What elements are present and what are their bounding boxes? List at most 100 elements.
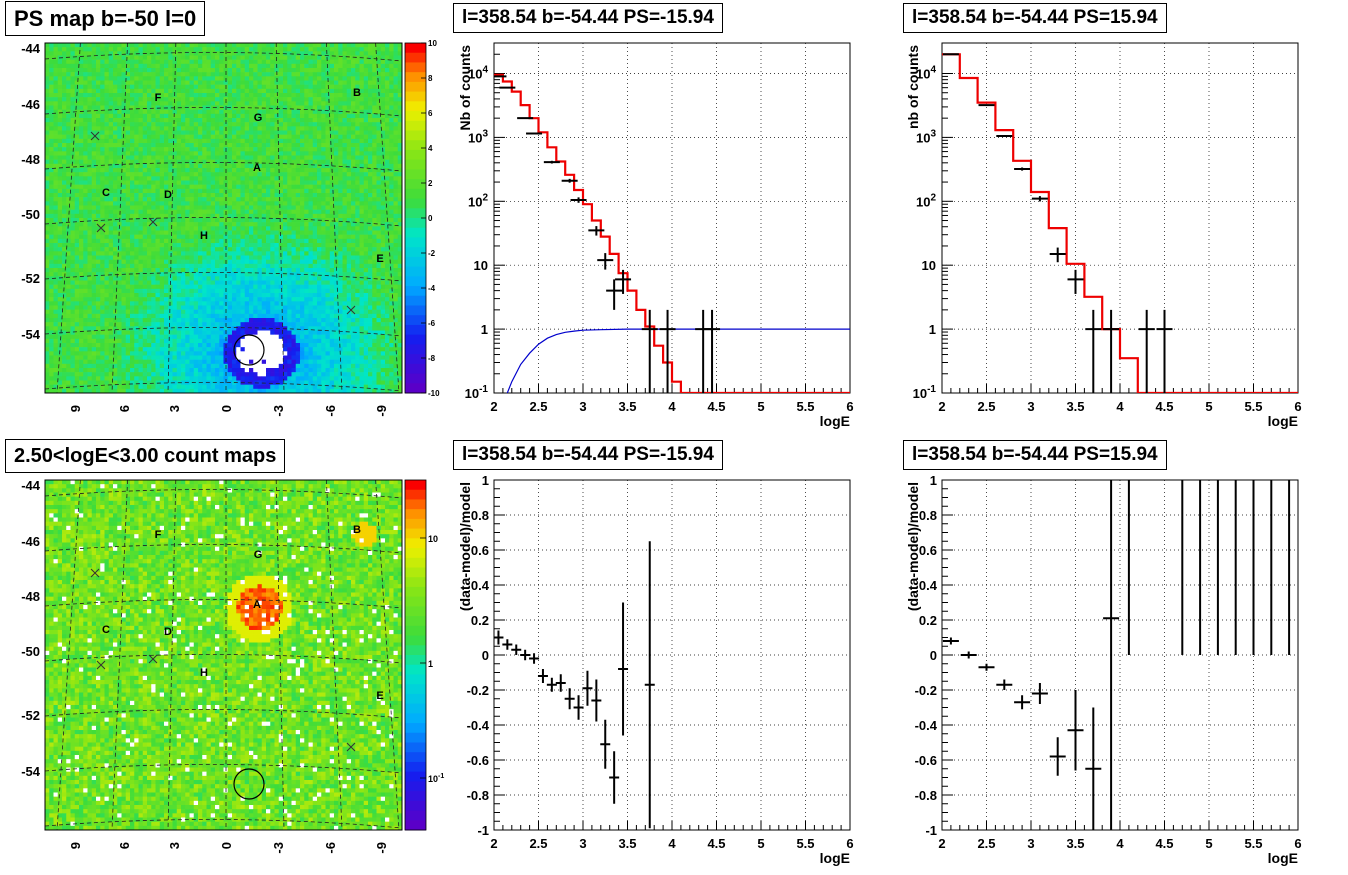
map-pixel	[121, 105, 127, 110]
map-pixel	[291, 47, 297, 52]
map-pixel	[125, 101, 131, 106]
map-pixel	[62, 172, 67, 177]
map-pixel	[389, 72, 394, 77]
map-pixel	[397, 268, 403, 273]
map-pixel	[249, 118, 254, 123]
map-pixel	[351, 97, 356, 102]
map-pixel	[70, 218, 76, 223]
map-pixel	[79, 68, 84, 73]
map-pixel	[287, 168, 292, 173]
map-pixel	[198, 109, 203, 115]
map-pixel	[189, 197, 195, 202]
map-pixel	[113, 43, 118, 48]
map-pixel	[91, 280, 97, 285]
map-pixel	[108, 101, 114, 106]
map-pixel	[108, 243, 114, 248]
map-pixel	[62, 288, 67, 294]
map-pixel	[147, 205, 152, 210]
map-pixel	[393, 130, 399, 135]
map-pixel	[372, 147, 377, 152]
map-pixel	[168, 51, 173, 56]
map-pixel	[283, 68, 288, 73]
map-pixel	[185, 55, 190, 60]
map-pixel	[291, 63, 297, 69]
map-pixel	[338, 97, 343, 102]
map-pixel	[53, 126, 59, 131]
map-pixel	[219, 238, 224, 244]
map-pixel	[202, 201, 207, 206]
map-pixel	[198, 288, 203, 294]
map-pixel	[317, 155, 322, 160]
map-pixel	[70, 93, 76, 98]
map-pixel	[138, 80, 144, 85]
map-pixel	[164, 255, 169, 260]
map-pixel	[185, 59, 190, 65]
map-pixel	[108, 272, 114, 277]
map-pixel	[244, 97, 250, 102]
map-pixel	[380, 284, 386, 290]
map-pixel	[372, 180, 377, 185]
map-pixel	[355, 226, 360, 231]
map-pixel	[321, 80, 326, 85]
map-pixel	[151, 243, 156, 248]
map-pixel	[376, 247, 382, 252]
map-pixel	[257, 176, 263, 181]
map-pixel	[376, 209, 382, 215]
map-pixel	[300, 247, 305, 252]
map-pixel	[270, 97, 275, 102]
map-pixel	[249, 151, 254, 156]
map-pixel	[74, 113, 80, 119]
map-pixel	[363, 138, 369, 144]
map-pixel	[159, 47, 165, 52]
map-pixel	[278, 234, 284, 240]
map-pixel	[287, 180, 292, 185]
map-pixel	[193, 197, 199, 202]
map-pixel	[151, 126, 156, 131]
map-pixel	[79, 147, 84, 152]
map-pixel	[223, 255, 229, 260]
map-pixel	[108, 59, 114, 65]
map-pixel	[202, 180, 207, 185]
map-pixel	[244, 93, 250, 98]
map-pixel	[325, 263, 331, 269]
map-pixel	[210, 76, 216, 81]
map-pixel	[138, 172, 144, 177]
map-pixel	[355, 272, 360, 277]
map-pixel	[355, 172, 360, 177]
map-pixel	[189, 243, 195, 248]
map-pixel	[168, 188, 173, 194]
map-pixel	[240, 126, 246, 131]
map-pixel	[74, 130, 80, 135]
map-pixel	[359, 68, 365, 73]
map-pixel	[96, 93, 101, 98]
map-pixel	[62, 155, 67, 160]
map-pixel	[138, 222, 144, 227]
map-pixel	[130, 263, 135, 269]
map-pixel	[108, 180, 114, 185]
map-pixel	[363, 172, 369, 177]
map-pixel	[270, 243, 275, 248]
map-pixel	[134, 209, 139, 215]
map-pixel	[257, 43, 263, 48]
map-pixel	[317, 63, 322, 69]
map-pixel	[104, 113, 110, 119]
map-pixel	[134, 218, 139, 223]
map-pixel	[74, 238, 80, 244]
map-pixel	[134, 184, 139, 190]
map-pixel	[202, 109, 207, 115]
map-pixel	[393, 155, 399, 160]
map-pixel	[291, 193, 297, 198]
map-pixel	[385, 130, 390, 135]
map-pixel	[359, 88, 365, 94]
map-pixel	[79, 213, 84, 219]
map-pixel	[321, 197, 326, 202]
map-pixel	[202, 218, 207, 223]
map-pixel	[295, 72, 301, 77]
map-pixel	[227, 176, 233, 181]
map-pixel	[164, 68, 169, 73]
map-pixel	[236, 222, 241, 227]
map-pixel	[236, 126, 241, 131]
map-pixel	[368, 243, 373, 248]
map-pixel	[274, 101, 280, 106]
map-pixel	[253, 138, 258, 144]
